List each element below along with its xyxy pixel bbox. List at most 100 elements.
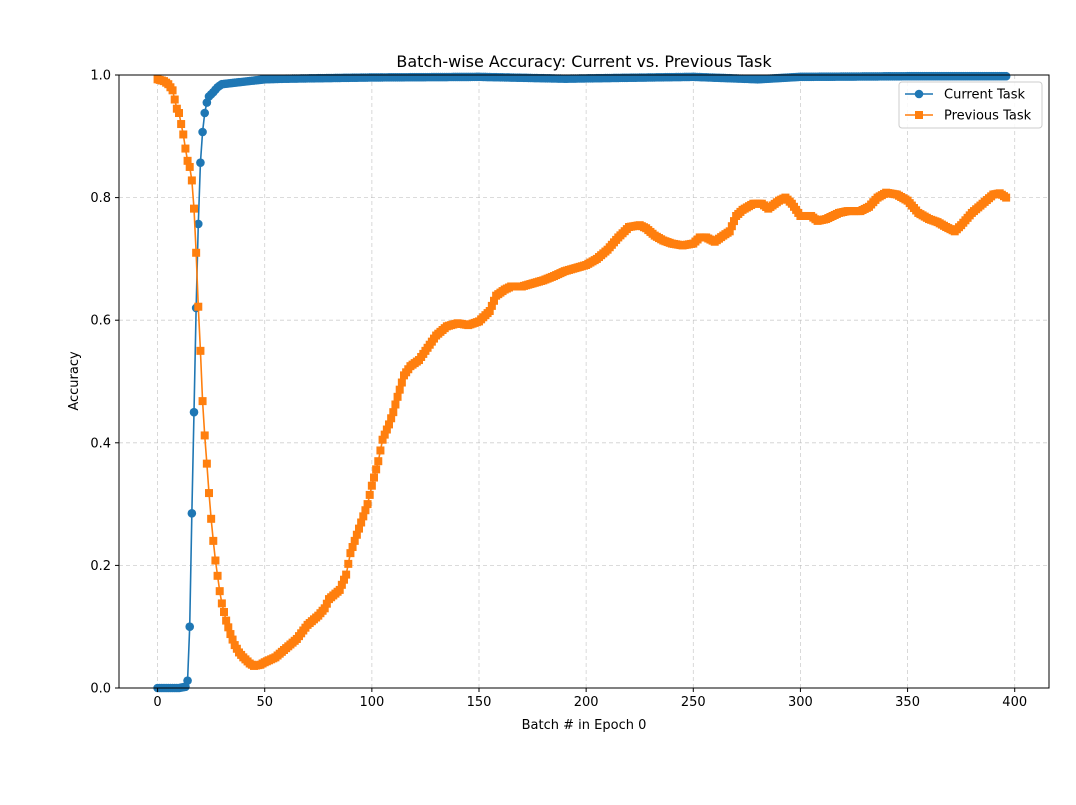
- grid: [119, 74, 1049, 689]
- data-point: [224, 623, 233, 632]
- series-current-task: [153, 71, 1011, 693]
- data-point: [196, 346, 205, 355]
- data-point: [194, 302, 203, 311]
- data-point: [185, 622, 195, 631]
- series-layer: [153, 71, 1011, 693]
- x-tick-label: 400: [1002, 695, 1027, 710]
- data-point: [192, 248, 201, 257]
- series-line: [157, 78, 1007, 667]
- data-point: [222, 616, 231, 625]
- legend-item: Previous Task: [905, 109, 1032, 124]
- data-point: [189, 407, 199, 417]
- x-tick-label: 100: [359, 695, 384, 710]
- data-point: [357, 518, 366, 527]
- data-point: [727, 222, 736, 231]
- data-point: [335, 585, 344, 594]
- data-point: [187, 508, 197, 518]
- x-axis-label: Batch # in Epoch 0: [522, 718, 647, 733]
- data-point: [205, 489, 213, 498]
- x-tick-label: 150: [467, 695, 492, 710]
- data-point: [220, 607, 228, 616]
- data-point: [487, 301, 496, 310]
- data-point: [193, 219, 203, 229]
- x-tick-label: 250: [681, 695, 706, 710]
- y-tick-label: 0.2: [90, 559, 111, 574]
- data-point: [217, 599, 226, 608]
- y-tick-label: 0.4: [90, 436, 111, 451]
- data-point: [346, 549, 355, 558]
- data-point: [185, 162, 194, 171]
- legend-label: Previous Task: [944, 109, 1032, 124]
- data-point: [385, 420, 393, 429]
- data-point: [228, 635, 237, 644]
- chart-title: Batch-wise Accuracy: Current vs. Previou…: [396, 52, 772, 71]
- data-point: [397, 378, 406, 387]
- data-point: [177, 120, 186, 129]
- y-tick-label: 0.8: [90, 191, 111, 206]
- data-point: [387, 414, 396, 423]
- data-point: [363, 500, 372, 509]
- data-point: [730, 217, 738, 226]
- data-point: [380, 430, 389, 439]
- data-point: [361, 506, 370, 515]
- data-point: [485, 307, 494, 316]
- data-point: [183, 676, 192, 685]
- data-point: [190, 204, 198, 213]
- data-point: [211, 556, 220, 565]
- legend-item: Current Task: [905, 88, 1025, 103]
- data-point: [198, 127, 207, 137]
- data-point: [342, 570, 351, 579]
- x-tick-label: 0: [153, 695, 161, 710]
- data-point: [196, 158, 205, 167]
- data-point: [337, 580, 346, 589]
- data-point: [376, 446, 385, 455]
- y-axis-label: Accuracy: [67, 351, 82, 411]
- data-point: [340, 575, 348, 584]
- series-line: [157, 75, 1007, 689]
- data-point: [1002, 193, 1011, 202]
- data-point: [370, 473, 378, 482]
- x-tick-label: 200: [574, 695, 599, 710]
- data-point: [179, 130, 188, 139]
- y-tick-label: 0.0: [90, 682, 111, 697]
- legend-marker: [915, 111, 923, 119]
- data-point: [209, 536, 218, 545]
- legend-marker: [914, 89, 924, 99]
- x-tick-label: 300: [788, 695, 813, 710]
- series-previous-task: [153, 75, 1011, 670]
- data-point: [355, 524, 363, 533]
- data-point: [183, 156, 192, 165]
- data-point: [202, 459, 211, 468]
- data-point: [359, 512, 368, 521]
- data-point: [198, 397, 207, 406]
- legend: Current Task Previous Task: [898, 81, 1043, 129]
- x-tick-label: 350: [895, 695, 920, 710]
- data-point: [215, 587, 224, 596]
- data-point: [322, 599, 331, 608]
- data-point: [391, 400, 400, 409]
- data-point: [200, 431, 209, 440]
- data-point: [170, 95, 179, 104]
- data-point: [374, 457, 383, 466]
- y-tick-label: 0.6: [90, 314, 111, 329]
- legend-box: [898, 81, 1043, 129]
- data-point: [378, 435, 387, 444]
- data-point: [187, 176, 196, 185]
- data-point: [172, 104, 181, 113]
- data-point: [320, 604, 329, 613]
- x-axis: 0 50 100 150 200 250 300 350 400: [153, 688, 1027, 710]
- data-point: [1001, 71, 1011, 81]
- data-point: [367, 481, 376, 490]
- data-point: [348, 543, 357, 552]
- data-point: [168, 86, 177, 95]
- data-point: [207, 514, 216, 523]
- data-point: [350, 536, 359, 545]
- data-point: [226, 630, 235, 639]
- data-point: [382, 425, 391, 434]
- legend-label: Current Task: [944, 88, 1025, 103]
- data-point: [395, 385, 404, 394]
- data-point: [175, 109, 183, 118]
- data-point: [200, 108, 210, 118]
- data-point: [352, 530, 361, 539]
